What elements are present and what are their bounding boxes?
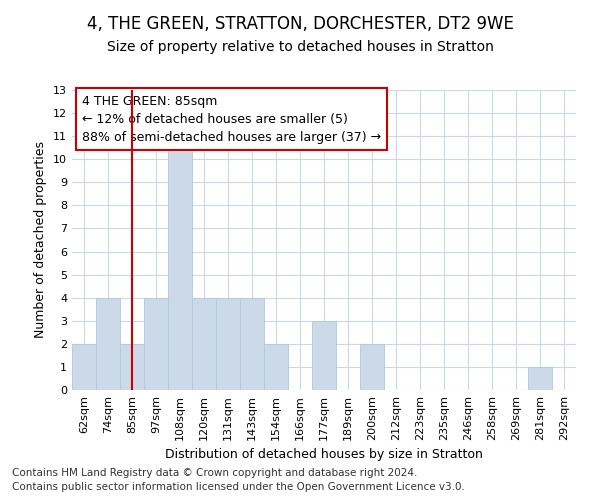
Bar (240, 298, 264, 390)
Bar (528, 367, 552, 390)
Bar (264, 344, 288, 390)
Bar (96, 298, 120, 390)
Text: 4, THE GREEN, STRATTON, DORCHESTER, DT2 9WE: 4, THE GREEN, STRATTON, DORCHESTER, DT2 … (86, 15, 514, 33)
Bar (192, 298, 216, 390)
X-axis label: Distribution of detached houses by size in Stratton: Distribution of detached houses by size … (165, 448, 483, 462)
Bar (312, 321, 336, 390)
Y-axis label: Number of detached properties: Number of detached properties (34, 142, 47, 338)
Text: 4 THE GREEN: 85sqm
← 12% of detached houses are smaller (5)
88% of semi-detached: 4 THE GREEN: 85sqm ← 12% of detached hou… (82, 94, 381, 144)
Bar (144, 298, 168, 390)
Text: Contains HM Land Registry data © Crown copyright and database right 2024.: Contains HM Land Registry data © Crown c… (12, 468, 418, 477)
Bar (168, 136, 192, 390)
Text: Size of property relative to detached houses in Stratton: Size of property relative to detached ho… (107, 40, 493, 54)
Bar (120, 344, 144, 390)
Bar (72, 344, 96, 390)
Text: Contains public sector information licensed under the Open Government Licence v3: Contains public sector information licen… (12, 482, 465, 492)
Bar (216, 298, 240, 390)
Bar (360, 344, 384, 390)
